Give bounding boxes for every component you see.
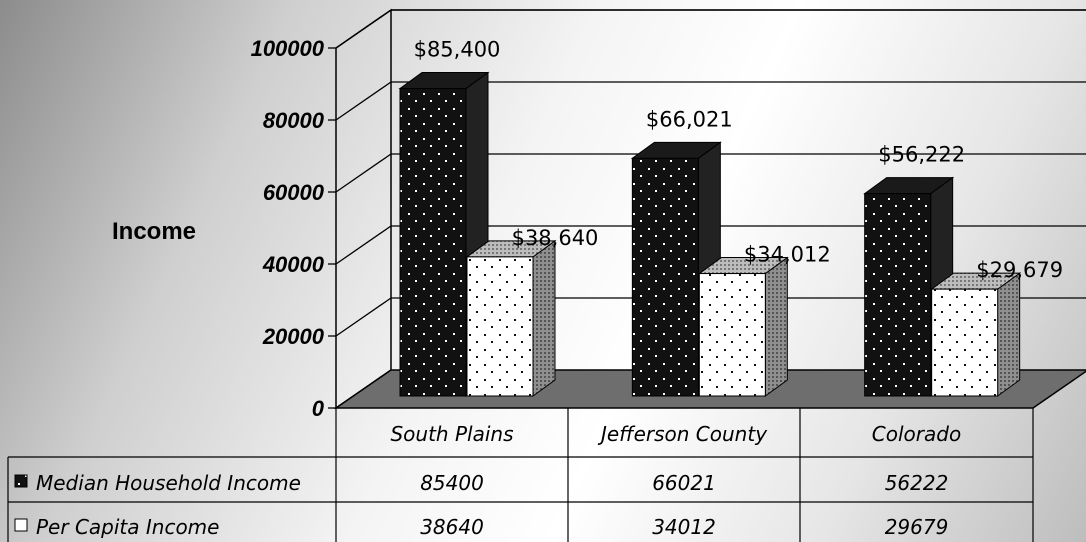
legend-label: Median Household Income — [36, 471, 301, 495]
bar-median-household — [631, 157, 699, 397]
bar-per-capita — [466, 256, 534, 397]
y-tick-label: 60000 — [263, 180, 325, 205]
legend-label: Per Capita Income — [36, 515, 219, 539]
table-cell: 38640 — [420, 515, 484, 539]
gridline-side — [335, 81, 392, 121]
y-tick-label: 40000 — [262, 252, 325, 277]
bar-per-capita — [698, 273, 766, 397]
bar-side — [997, 272, 1021, 397]
y-tick-label: 100000 — [251, 36, 325, 61]
data-table: South Plains Jefferson County Colorado Medi… — [7, 408, 1034, 542]
bar-median-household — [399, 88, 467, 397]
bar-side — [764, 256, 788, 397]
y-tick-label: 20000 — [262, 324, 325, 349]
legend-swatch — [14, 518, 28, 532]
gridline-side — [335, 225, 392, 265]
gridline-side — [335, 9, 392, 49]
bars — [398, 71, 1022, 397]
side-wall — [335, 8, 392, 410]
y-axis-ticks: 0 20000 40000 60000 80000 100000 — [251, 36, 336, 421]
data-label: $29,679 — [976, 258, 1063, 282]
table-cell: 56222 — [885, 471, 949, 495]
data-labels: $85,400 $38,640 $66,021 $34,012 $56,222 $29,6… — [414, 38, 1064, 283]
data-label: $34,012 — [744, 243, 831, 267]
bar-per-capita — [931, 288, 999, 397]
bar-side — [532, 239, 556, 397]
y-tick-label: 80000 — [263, 108, 325, 133]
gridline-side — [335, 153, 392, 193]
data-label: $85,400 — [414, 38, 501, 62]
data-label: $66,021 — [646, 107, 733, 131]
table-cell: 66021 — [652, 471, 716, 495]
y-tick-label: 0 — [312, 396, 325, 421]
category-label: Jefferson County — [597, 422, 768, 446]
category-label: South Plains — [390, 422, 513, 446]
y-axis-label: Income — [112, 218, 196, 245]
table-cell: 34012 — [652, 515, 716, 539]
data-label: $56,222 — [878, 143, 965, 167]
data-label: $38,640 — [512, 226, 599, 250]
bar-median-household — [864, 193, 932, 397]
category-label: Colorado — [872, 422, 961, 446]
table-cell: 29679 — [885, 515, 949, 539]
legend-swatch — [14, 474, 28, 488]
table-cell: 85400 — [420, 471, 484, 495]
gridline-side — [335, 297, 392, 337]
